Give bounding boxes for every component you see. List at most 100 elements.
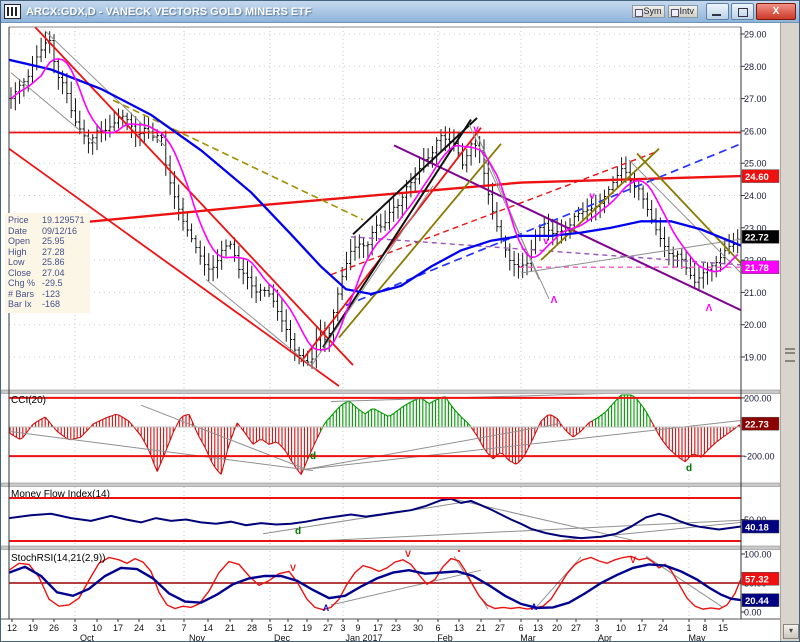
mfi-divergence-marker: d (295, 526, 301, 537)
info-value: -123 (42, 288, 61, 299)
x-axis-tick-label: 27 (571, 623, 581, 633)
y-axis-label: 29.00 (744, 30, 767, 40)
mfi-panel-label: Money Flow Index(14) (11, 489, 110, 500)
pivot-marker: Λ (706, 303, 713, 314)
x-axis-tick-label: 3 (340, 623, 345, 633)
minimize-button[interactable] (706, 3, 729, 20)
sym-button[interactable]: Sym (632, 5, 666, 18)
info-box-row: Price 19.129571 (8, 215, 85, 226)
stochrsi-pivot-marker: Λ (531, 602, 537, 612)
cci-trendline (140, 404, 307, 470)
info-value: 25.86 (42, 257, 65, 267)
overlay-gray-1 (44, 30, 167, 148)
y-axis-label: 20.00 (744, 320, 767, 330)
overlay-gray-4 (312, 185, 434, 364)
cci-trendline (305, 422, 562, 470)
overlay-downtrend-purple (393, 144, 741, 312)
cci-divergence-marker: d (686, 463, 692, 474)
cci-divergence-marker: d (310, 451, 316, 462)
pivot-marker: v (543, 236, 549, 247)
x-axis-tick-label: 28 (247, 623, 257, 633)
overlay-gray-8 (628, 159, 741, 274)
x-axis-tick-label: 17 (373, 623, 383, 633)
stochrsi-badge (741, 593, 780, 607)
cci-histogram-red (9, 413, 741, 475)
x-axis-tick-label: 6 (435, 623, 440, 633)
intv-button[interactable]: Intv (668, 5, 698, 18)
overlay-ma-50-blue (9, 58, 741, 296)
stochrsi-pivot-marker: V (290, 563, 296, 573)
pivot-marker: v (589, 191, 595, 202)
clip-cci-group: dd (9, 394, 741, 475)
y-axis-label: 27.00 (744, 94, 767, 104)
window-titlebar[interactable]: ARCX:GDX,D - VANECK VECTORS GOLD MINERS … (1, 1, 799, 23)
overlay-downtrend-red-1 (33, 27, 354, 366)
info-value: -29.5 (42, 278, 63, 288)
panel-separator-sep-1[interactable] (1, 389, 781, 394)
chart-svg[interactable]: v v v Λ Λ 29.00 28.00 27.00 26.00 25.00 24.00 23.00… (1, 23, 781, 642)
info-value: 19.129571 (42, 215, 85, 225)
price-badge (741, 169, 780, 183)
info-label: Open (8, 236, 31, 246)
splitter-grip-icon[interactable] (785, 348, 795, 362)
price-badge-label: 22.72 (745, 233, 769, 244)
x-axis-tick-label: 21 (225, 623, 235, 633)
x-axis-tick-label: 13 (454, 623, 464, 633)
info-label: High (8, 246, 27, 257)
info-label: Date (8, 225, 28, 236)
stochrsi-fast-line (9, 555, 741, 611)
window-title: ARCX:GDX,D - VANECK VECTORS GOLD MINERS … (26, 5, 312, 18)
info-label: Price (8, 215, 29, 225)
info-box-row: Chg % -29.5 (8, 278, 85, 289)
stochrsi-panel-label: StochRSI(14,21(2,9)) (11, 553, 106, 564)
info-box-row: Close 27.04 (8, 268, 85, 279)
pivot-marker: v (473, 124, 479, 135)
y-axis-label: 19.00 (744, 353, 767, 363)
scroll-down-button[interactable]: ▾ (783, 624, 799, 639)
x-axis-tick-label: 3 (594, 623, 599, 633)
cci-panel-label: CCI(20) (11, 395, 46, 406)
info-box-row: Date 09/12/16 (8, 226, 85, 237)
y-axis-label: 28.00 (744, 62, 767, 72)
stochrsi-pivot-marker: V (630, 555, 636, 565)
y-axis-label: 100.00 (744, 550, 772, 560)
overlay-olive-down-may (636, 152, 741, 264)
info-box-row: Low 25.86 (8, 257, 85, 268)
x-axis-tick-label: 12 (7, 623, 17, 633)
restore-button[interactable] (731, 3, 754, 20)
close-button[interactable]: X (756, 3, 796, 20)
y-axis-label: 25.00 (744, 159, 767, 169)
x-axis-tick-label: 27 (323, 623, 333, 633)
y-axis-label: -200.00 (744, 452, 775, 462)
x-axis-tick-label: 24 (134, 623, 144, 633)
cci-trendline (9, 430, 314, 472)
right-edge-scrollbar[interactable]: ▾ (780, 23, 799, 641)
x-axis-tick-label: 17 (637, 623, 647, 633)
pivot-marker: Λ (551, 295, 558, 306)
overlay-downtrend-red-2 (9, 147, 340, 387)
clip-sr-group: V V V V Λ Λ (9, 550, 741, 613)
mfi-trendline (262, 501, 464, 535)
info-label: Low (8, 257, 25, 267)
window-controls: X (706, 3, 796, 20)
info-box-row: # Bars -123 (8, 289, 85, 300)
price-badge-label: 21.78 (745, 263, 769, 274)
x-axis-tick-label: 9 (355, 623, 360, 633)
cci-histogram-green (319, 394, 651, 433)
x-axis-tick-label: 13 (533, 623, 543, 633)
y-axis-label: 0.00 (744, 608, 762, 618)
overlay-ma-fast-magenta (10, 58, 739, 351)
price-badge (741, 230, 780, 244)
overlay-gray-3 (205, 279, 317, 371)
info-label: Chg % (8, 278, 36, 288)
panel-separator-sep-3[interactable] (1, 545, 781, 550)
x-axis-tick-label: 24 (658, 623, 668, 633)
x-axis-tick-label: 23 (391, 623, 401, 633)
x-axis-tick-label: 7 (181, 623, 186, 633)
x-axis-month-label: Nov (189, 633, 206, 642)
x-axis-tick-label: 21 (476, 623, 486, 633)
data-info-box: Price 19.129571 Date 09/12/16 Open 25.95 High 2… (5, 213, 90, 313)
panel-separator-sep-2[interactable] (1, 482, 781, 487)
stochrsi-pivot-marker: Λ (323, 603, 329, 613)
x-axis-month-label: Dec (274, 633, 291, 642)
